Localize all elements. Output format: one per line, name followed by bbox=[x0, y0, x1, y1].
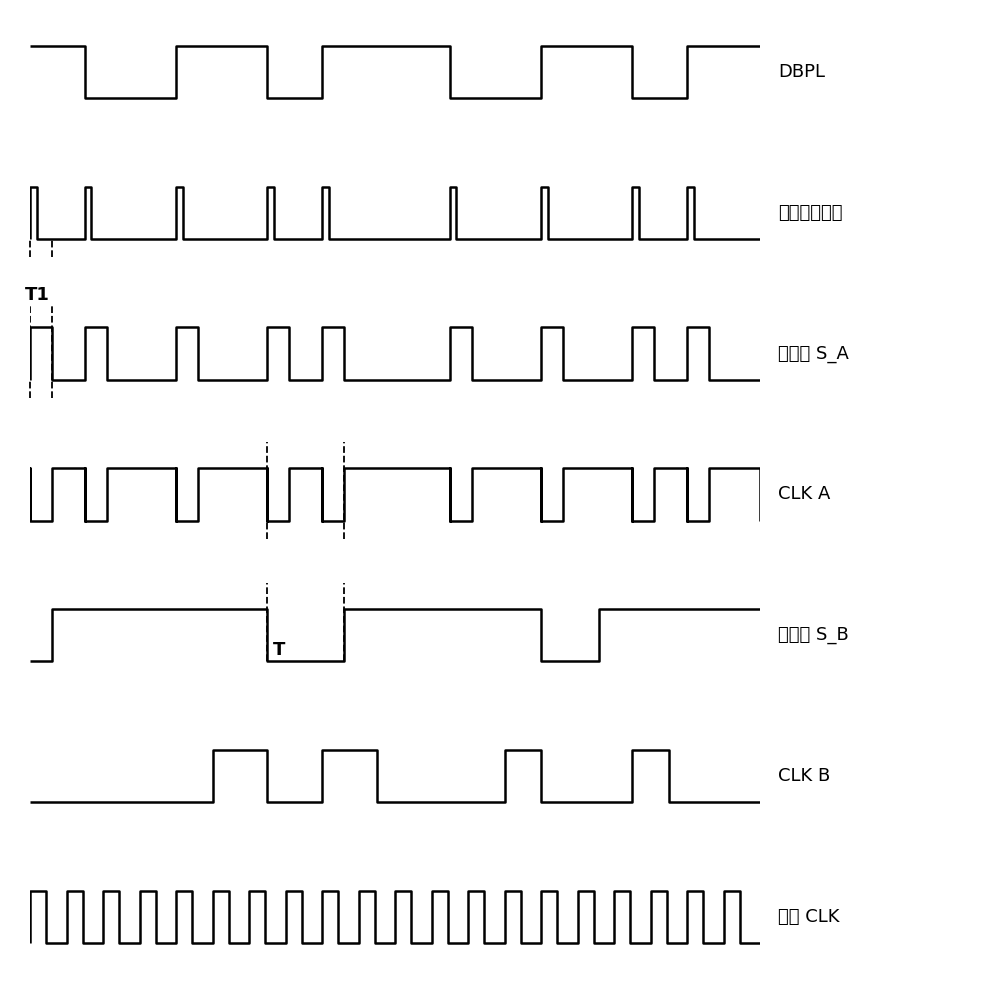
Text: DBPL: DBPL bbox=[778, 63, 825, 81]
Text: CLK B: CLK B bbox=[778, 767, 830, 785]
Text: 单稳态 S_B: 单稳态 S_B bbox=[778, 626, 849, 645]
Text: 单稳态 S_A: 单稳态 S_A bbox=[778, 344, 849, 363]
Text: 时钟 CLK: 时钟 CLK bbox=[778, 907, 840, 926]
Text: CLK A: CLK A bbox=[778, 486, 831, 503]
Text: T1: T1 bbox=[25, 285, 49, 304]
Text: T: T bbox=[273, 641, 285, 659]
Text: 边沿检测脉冲: 边沿检测脉冲 bbox=[778, 204, 843, 222]
